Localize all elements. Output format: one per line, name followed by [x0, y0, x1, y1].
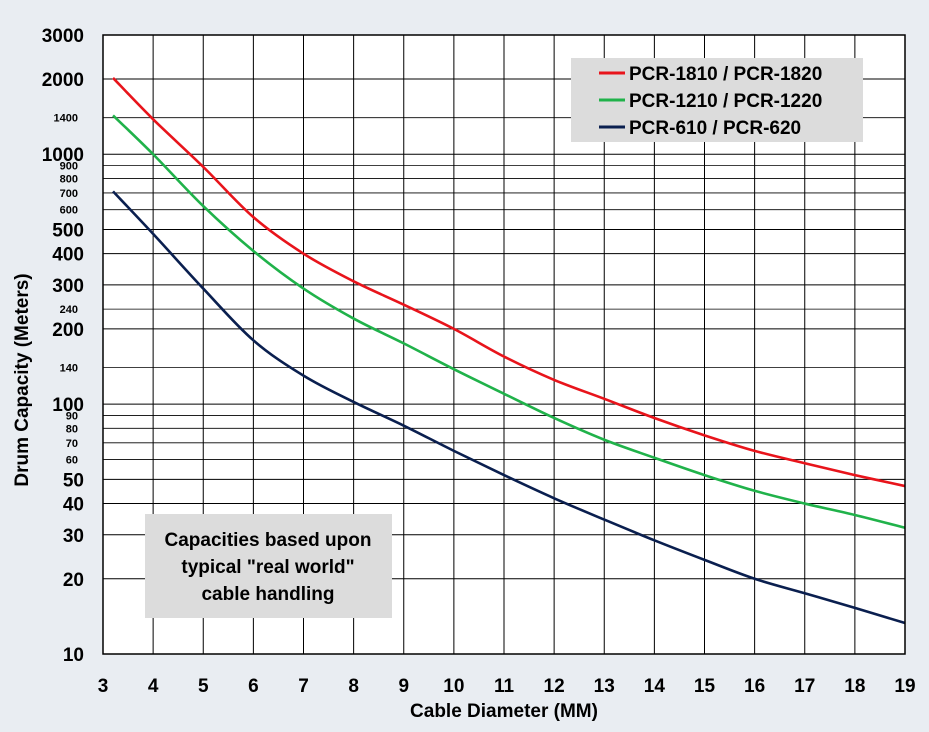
y-tick-label-140: 140 — [60, 363, 78, 375]
legend-label-3: PCR-610 / PCR-620 — [629, 118, 801, 139]
x-tick-label-16: 16 — [744, 676, 765, 697]
series-line-1 — [112, 77, 906, 488]
y-tick-label-600: 600 — [60, 205, 78, 217]
legend-label-1: PCR-1810 / PCR-1820 — [629, 64, 822, 85]
annotation-background — [145, 514, 392, 618]
y-tick-label-80: 80 — [66, 423, 78, 435]
x-tick-labels: 3 4 5 6 7 8 9 10 11 12 13 14 15 16 17 18 19 — [98, 676, 916, 697]
series-lines — [112, 77, 906, 625]
y-tick-label-500: 500 — [52, 220, 84, 241]
annotation-line-2: typical "real world" — [181, 557, 354, 578]
x-tick-label-6: 6 — [248, 676, 259, 697]
y-tick-labels: 10 20 30 40 50 100 200 300 400 500 1000 2000 3000 60 7… — [42, 26, 84, 666]
y-tick-label-1000: 1000 — [42, 145, 84, 166]
y-tick-label-30: 30 — [63, 526, 84, 547]
annotation-line-1: Capacities based upon — [165, 530, 372, 551]
y-tick-label-2000: 2000 — [42, 70, 84, 91]
y-tick-label-240: 240 — [60, 304, 78, 316]
y-tick-label-700: 700 — [60, 188, 78, 200]
y-tick-label-900: 900 — [60, 161, 78, 173]
y-tick-label-400: 400 — [52, 245, 84, 266]
x-tick-label-15: 15 — [694, 676, 716, 697]
y-tick-label-20: 20 — [63, 570, 84, 591]
x-tick-label-3: 3 — [98, 676, 109, 697]
y-tick-label-100: 100 — [52, 395, 84, 416]
x-tick-label-14: 14 — [644, 676, 666, 697]
y-tick-label-10: 10 — [63, 645, 84, 666]
x-tick-label-13: 13 — [594, 676, 615, 697]
x-tick-label-7: 7 — [298, 676, 309, 697]
annotation-box: Capacities based upon typical "real worl… — [145, 514, 392, 618]
x-tick-label-11: 11 — [494, 676, 515, 697]
x-axis-label: Cable Diameter (MM) — [410, 701, 598, 722]
x-tick-label-17: 17 — [794, 676, 815, 697]
y-tick-label-60: 60 — [66, 455, 78, 467]
y-tick-label-1400: 1400 — [54, 113, 78, 125]
annotation-line-3: cable handling — [201, 584, 334, 605]
y-tick-label-200: 200 — [52, 320, 84, 341]
x-tick-label-9: 9 — [398, 676, 409, 697]
x-tick-label-4: 4 — [148, 676, 159, 697]
series-line-2 — [112, 114, 906, 530]
y-tick-label-70: 70 — [66, 438, 78, 450]
y-axis-label: Drum Capacity (Meters) — [12, 273, 33, 486]
legend: PCR-1810 / PCR-1820 PCR-1210 / PCR-1220 PC… — [571, 58, 863, 142]
plot-border — [102, 34, 906, 655]
x-tick-label-18: 18 — [844, 676, 865, 697]
y-tick-label-3000: 3000 — [42, 26, 84, 47]
x-tick-label-19: 19 — [894, 676, 915, 697]
x-tick-label-8: 8 — [348, 676, 359, 697]
x-tick-label-10: 10 — [443, 676, 464, 697]
x-tick-label-5: 5 — [198, 676, 209, 697]
legend-label-2: PCR-1210 / PCR-1220 — [629, 91, 822, 112]
series-line-3 — [112, 190, 906, 625]
y-tick-label-50: 50 — [63, 470, 84, 491]
y-tick-label-90: 90 — [66, 411, 78, 423]
grid — [102, 34, 906, 655]
y-tick-label-40: 40 — [63, 495, 84, 516]
x-tick-label-12: 12 — [544, 676, 565, 697]
y-tick-label-300: 300 — [52, 276, 84, 297]
y-tick-label-800: 800 — [60, 173, 78, 185]
